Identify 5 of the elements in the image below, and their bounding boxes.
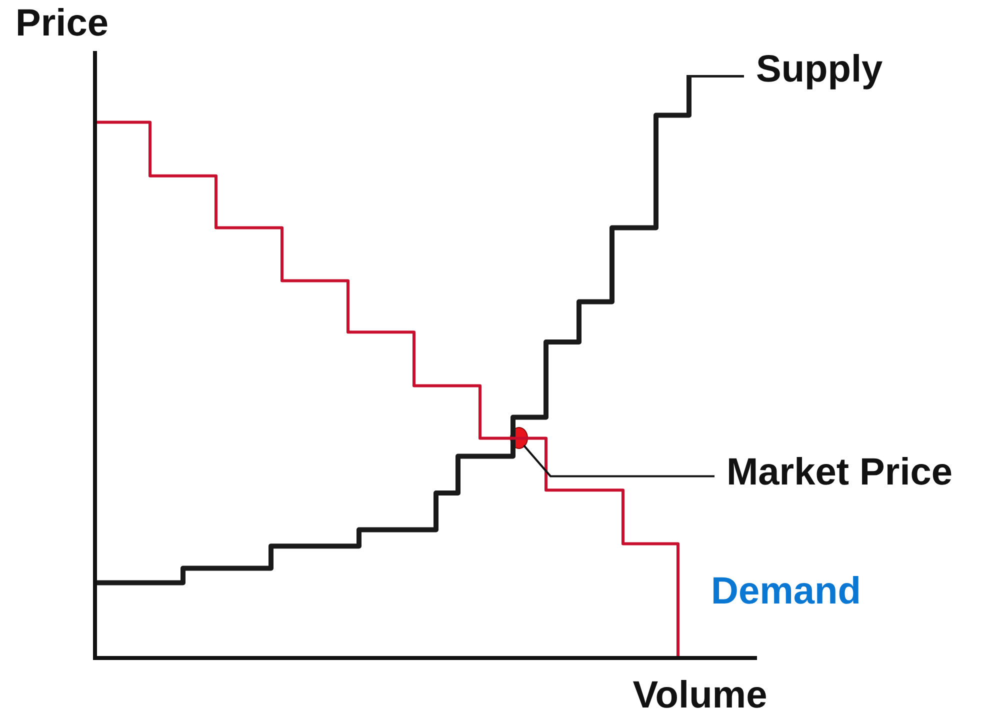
series-label: Demand [711,570,861,612]
y-axis-title: Price [16,2,108,44]
annotation: Market Price [726,452,953,494]
x-axis-title: Volume [632,674,768,716]
series-label: Supply [756,48,883,90]
